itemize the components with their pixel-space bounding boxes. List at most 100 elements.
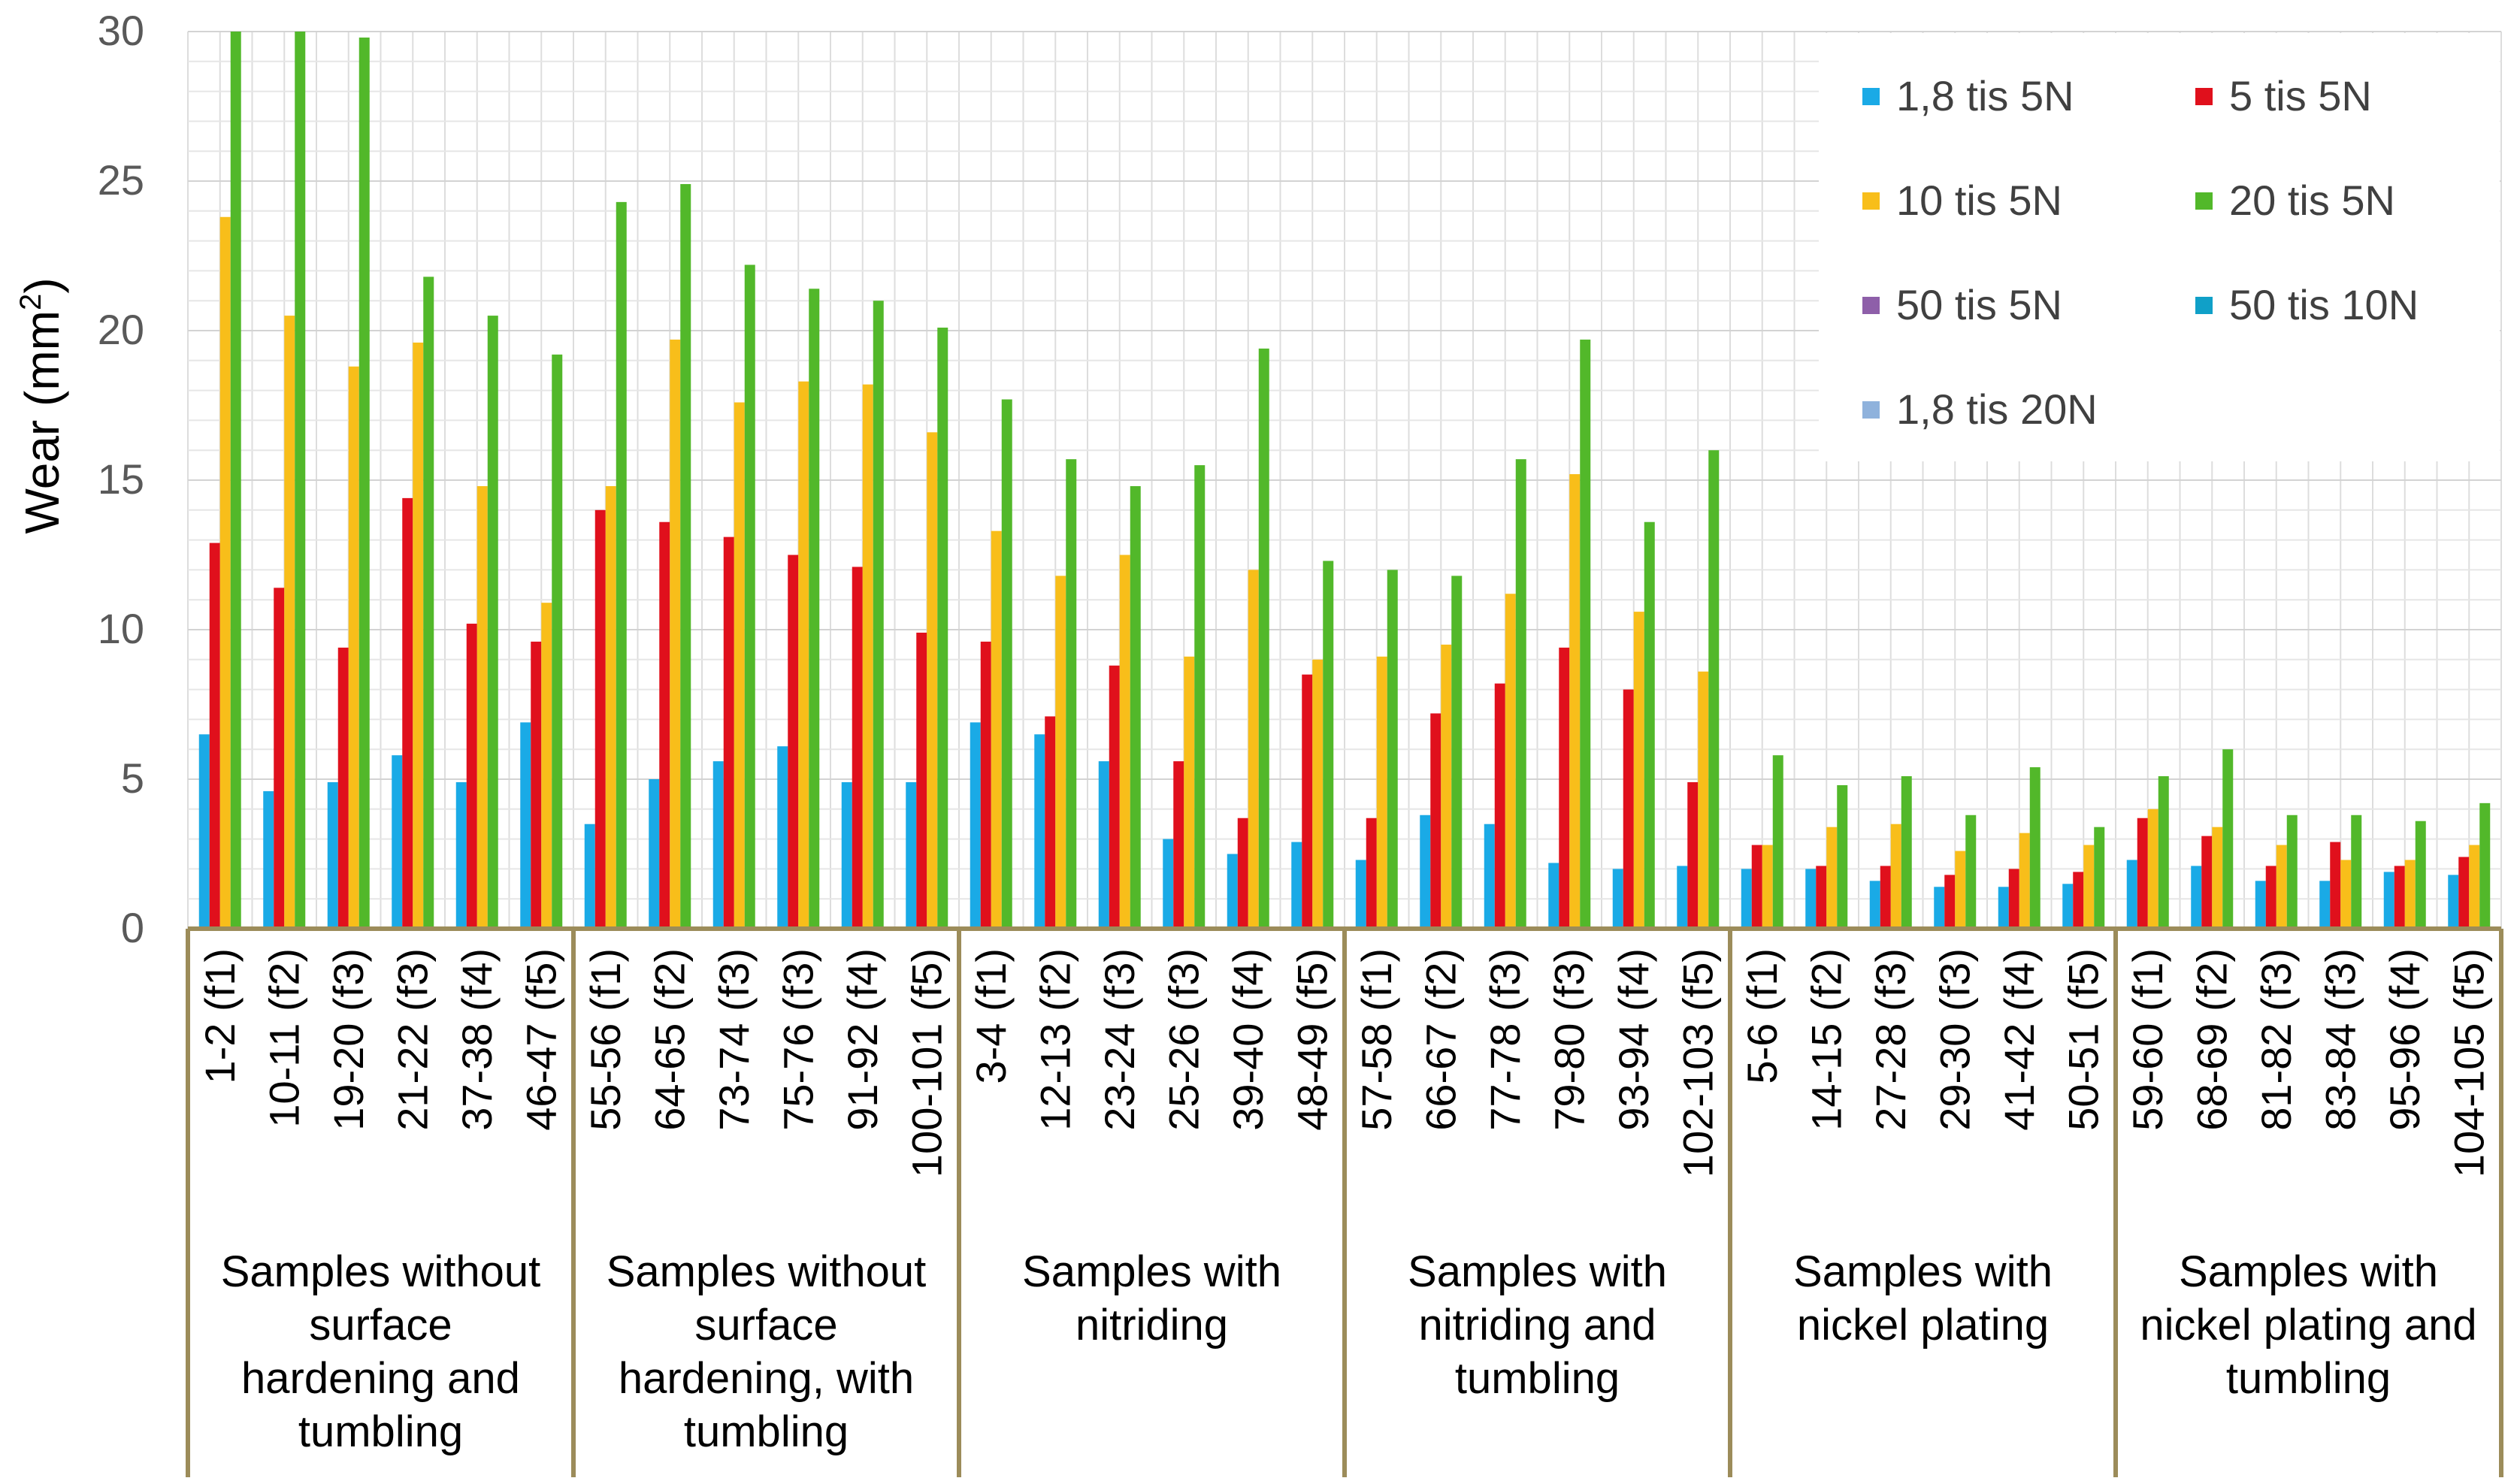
bar bbox=[1441, 644, 1452, 929]
category-label: 37-38 (f4) bbox=[453, 948, 501, 1131]
bar bbox=[2330, 842, 2341, 929]
legend-swatch bbox=[1862, 88, 1880, 105]
category-label: 21-22 (f3) bbox=[389, 948, 436, 1131]
bar bbox=[1494, 683, 1505, 929]
category-label: 10-11 (f2) bbox=[260, 948, 307, 1128]
bar bbox=[1484, 824, 1495, 929]
group-label: nickel plating and bbox=[2140, 1301, 2476, 1350]
bar bbox=[927, 432, 938, 929]
bar bbox=[1826, 827, 1838, 929]
group-label: tumbling bbox=[1455, 1354, 1620, 1403]
bar bbox=[2201, 836, 2213, 929]
category-label: 39-40 (f4) bbox=[1224, 948, 1272, 1131]
category-label: 41-42 (f4) bbox=[1995, 948, 2043, 1131]
bar bbox=[2276, 845, 2287, 929]
bar bbox=[2222, 749, 2234, 929]
group-label: Samples with bbox=[1793, 1247, 2053, 1296]
bar bbox=[230, 32, 241, 929]
category-label: 27-28 (f3) bbox=[1867, 948, 1914, 1131]
legend: 1,8 tis 5N 5 tis 5N 10 tis 5N 20 tis 5N 50 t… bbox=[1819, 33, 2500, 461]
category-label: 50-51 (f5) bbox=[2059, 948, 2107, 1131]
bar bbox=[1376, 656, 1387, 929]
bar bbox=[1312, 659, 1324, 929]
bar bbox=[788, 555, 799, 929]
group-label: hardening, with bbox=[619, 1354, 914, 1403]
bar bbox=[1194, 465, 1206, 929]
category-label: 83-84 (f3) bbox=[2316, 948, 2364, 1131]
y-axis-label: Wear (mm2) bbox=[14, 277, 69, 533]
bar bbox=[1098, 761, 1109, 929]
axes: 0 5 10 15 20 25 30 Wear (mm2) bbox=[14, 7, 144, 951]
bar bbox=[970, 722, 981, 929]
bar bbox=[1880, 866, 1891, 929]
bar bbox=[358, 37, 370, 929]
legend-label: 20 tis 5N bbox=[2229, 177, 2395, 224]
category-label: 73-74 (f3) bbox=[710, 948, 758, 1131]
bar bbox=[348, 366, 359, 929]
bar bbox=[1644, 521, 1655, 929]
bar bbox=[1612, 869, 1623, 929]
bar bbox=[777, 746, 788, 929]
bar bbox=[1708, 450, 1720, 929]
bar bbox=[1163, 839, 1174, 929]
bar bbox=[1248, 570, 1259, 929]
category-label: 77-78 (f3) bbox=[1481, 948, 1529, 1131]
bar bbox=[873, 301, 884, 929]
category-label: 75-76 (f3) bbox=[774, 948, 821, 1131]
bar bbox=[402, 497, 413, 929]
y-tick-label: 20 bbox=[98, 306, 144, 353]
bar bbox=[520, 722, 531, 929]
bar bbox=[1934, 887, 1945, 929]
y-tick-label: 30 bbox=[98, 7, 144, 54]
bar bbox=[2351, 815, 2362, 929]
category-label: 81-82 (f3) bbox=[2252, 948, 2300, 1131]
bar bbox=[2019, 833, 2030, 929]
bar bbox=[337, 647, 349, 929]
bar bbox=[1291, 842, 1302, 929]
bar bbox=[1258, 348, 1269, 929]
group-label: tumbling bbox=[298, 1407, 463, 1456]
bar bbox=[1387, 570, 1398, 929]
category-label: 3-4 (f1) bbox=[967, 948, 1015, 1084]
bar bbox=[1548, 863, 1559, 929]
bar bbox=[712, 761, 724, 929]
category-label: 19-20 (f3) bbox=[325, 948, 372, 1131]
bar bbox=[841, 781, 852, 929]
bar bbox=[476, 485, 488, 929]
category-label: 91-92 (f4) bbox=[839, 948, 886, 1131]
bar bbox=[1237, 818, 1248, 929]
category-label: 25-26 (f3) bbox=[1160, 948, 1207, 1131]
group-label: nickel plating bbox=[1797, 1301, 2049, 1350]
legend-swatch bbox=[1862, 192, 1880, 210]
group-label: Samples with bbox=[1408, 1247, 1667, 1296]
bar bbox=[1045, 716, 1056, 929]
bar bbox=[723, 536, 734, 929]
bar bbox=[2448, 875, 2459, 929]
bar bbox=[2137, 818, 2148, 929]
bar bbox=[2212, 827, 2223, 929]
bar bbox=[2265, 866, 2276, 929]
group-label: surface bbox=[694, 1301, 837, 1350]
bar bbox=[263, 790, 274, 929]
bar bbox=[209, 543, 220, 929]
category-label: 57-58 (f1) bbox=[1353, 948, 1400, 1131]
bar bbox=[531, 641, 542, 929]
bar bbox=[1451, 576, 1463, 929]
bar bbox=[1001, 399, 1012, 929]
bar bbox=[2404, 860, 2416, 929]
category-label: 93-94 (f4) bbox=[1610, 948, 1657, 1131]
legend-label: 5 tis 5N bbox=[2229, 72, 2372, 119]
bar bbox=[2029, 767, 2041, 929]
bar bbox=[670, 339, 681, 929]
y-tick-label: 5 bbox=[121, 754, 144, 802]
legend-swatch bbox=[2195, 192, 2213, 210]
bar bbox=[1109, 665, 1120, 929]
bar bbox=[616, 201, 627, 929]
category-label: 29-30 (f3) bbox=[1931, 948, 1978, 1131]
category-label: 66-67 (f2) bbox=[1417, 948, 1464, 1131]
bar bbox=[219, 216, 231, 929]
bar bbox=[1772, 755, 1783, 929]
category-axis: 1-2 (f1) 10-11 (f2) 19-20 (f3) 21-22 (f3) 37… bbox=[186, 926, 2503, 1477]
bar bbox=[594, 509, 606, 929]
bar bbox=[413, 342, 424, 929]
